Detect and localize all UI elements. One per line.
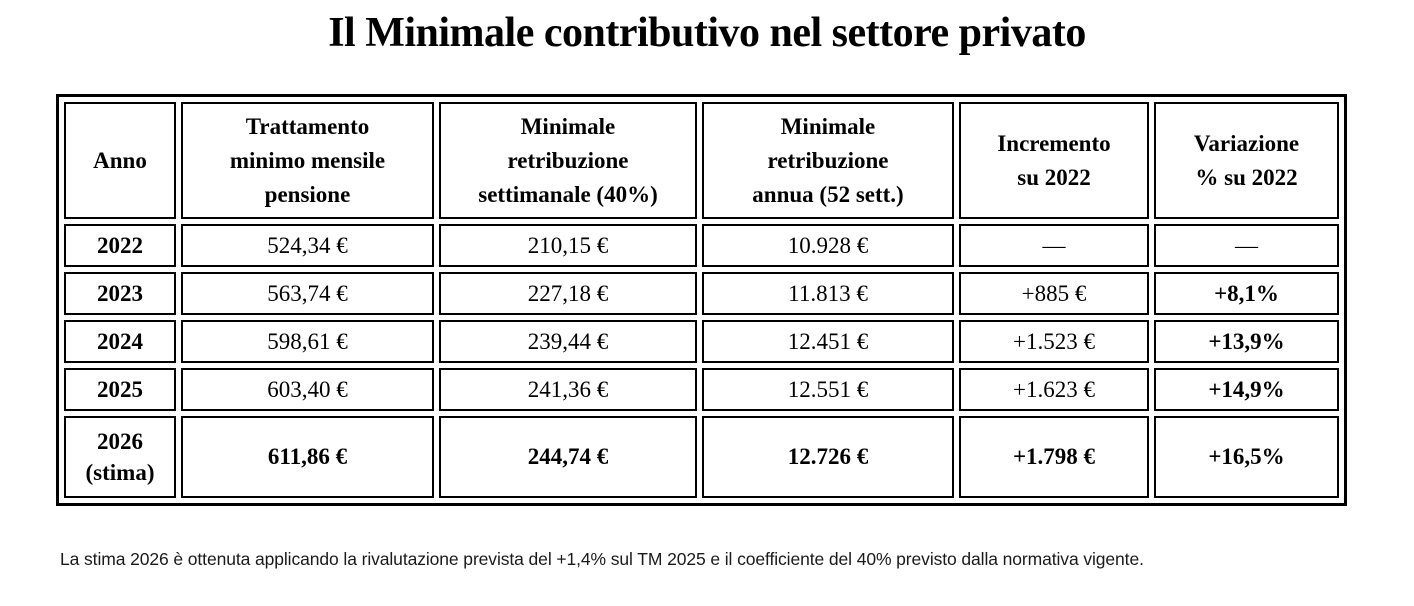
table-row-2023: 2023 563,74 € 227,18 € 11.813 € +885 € +… <box>64 272 1339 316</box>
header-line: % su 2022 <box>1195 164 1298 190</box>
cell-variazione: +8,1% <box>1154 272 1339 316</box>
cell-annua: 12.451 € <box>702 320 954 364</box>
cell-anno: 2024 <box>64 320 176 364</box>
cell-annua: 10.928 € <box>702 224 954 268</box>
cell-annua: 12.551 € <box>702 368 954 412</box>
column-header-trattamento: Trattamento minimo mensile pensione <box>181 102 434 220</box>
column-header-incremento: Incremento su 2022 <box>959 102 1149 220</box>
cell-trattamento: 598,61 € <box>181 320 434 364</box>
header-line: minimo mensile <box>229 147 386 173</box>
cell-variazione: +13,9% <box>1154 320 1339 364</box>
table-row-2025: 2025 603,40 € 241,36 € 12.551 € +1.623 €… <box>64 368 1339 412</box>
cell-annua: 11.813 € <box>702 272 954 316</box>
cell-settimanale: 227,18 € <box>439 272 697 316</box>
column-header-annua: Minimale retribuzione annua (52 sett.) <box>702 102 954 220</box>
cell-variazione: +16,5% <box>1154 416 1339 499</box>
column-header-variazione: Variazione % su 2022 <box>1154 102 1339 220</box>
header-line: Minimale <box>780 113 876 139</box>
header-line: retribuzione <box>767 147 889 173</box>
header-line: Minimale <box>520 113 616 139</box>
header-line: Variazione <box>1193 130 1300 156</box>
header-line: annua (52 sett.) <box>752 181 904 207</box>
column-header-settimanale: Minimale retribuzione settimanale (40%) <box>439 102 697 220</box>
cell-trattamento: 563,74 € <box>181 272 434 316</box>
cell-settimanale: 210,15 € <box>439 224 697 268</box>
cell-settimanale: 241,36 € <box>439 368 697 412</box>
header-line: Anno <box>93 147 147 173</box>
cell-annua: 12.726 € <box>702 416 954 499</box>
cell-variazione: — <box>1154 224 1339 268</box>
header-line: su 2022 <box>1017 164 1091 190</box>
cell-variazione: +14,9% <box>1154 368 1339 412</box>
cell-incremento: +885 € <box>959 272 1149 316</box>
cell-incremento: +1.798 € <box>959 416 1149 499</box>
page-title: Il Minimale contributivo nel settore pri… <box>328 10 1086 56</box>
cell-incremento: +1.523 € <box>959 320 1149 364</box>
cell-anno: 2022 <box>64 224 176 268</box>
cell-incremento: — <box>959 224 1149 268</box>
cell-anno: 2023 <box>64 272 176 316</box>
header-line: Trattamento <box>245 113 370 139</box>
cell-settimanale: 239,44 € <box>439 320 697 364</box>
cell-anno: 2026 (stima) <box>64 416 176 499</box>
cell-trattamento: 603,40 € <box>181 368 434 412</box>
header-line: pensione <box>264 181 351 207</box>
cell-anno: 2025 <box>64 368 176 412</box>
table-row-2022: 2022 524,34 € 210,15 € 10.928 € — — <box>64 224 1339 268</box>
cell-incremento: +1.623 € <box>959 368 1149 412</box>
header-line: retribuzione <box>507 147 629 173</box>
contributivo-table: Anno Trattamento minimo mensile pensione… <box>56 94 1347 507</box>
cell-trattamento: 524,34 € <box>181 224 434 268</box>
column-header-anno: Anno <box>64 102 176 220</box>
table-row-2026-stima: 2026 (stima) 611,86 € 244,74 € 12.726 € … <box>64 416 1339 499</box>
table-row-2024: 2024 598,61 € 239,44 € 12.451 € +1.523 €… <box>64 320 1339 364</box>
cell-settimanale: 244,74 € <box>439 416 697 499</box>
cell-trattamento: 611,86 € <box>181 416 434 499</box>
footnote-text: La stima 2026 è ottenuta applicando la r… <box>60 549 1144 570</box>
table-header-row: Anno Trattamento minimo mensile pensione… <box>64 102 1339 220</box>
header-line: Incremento <box>997 130 1111 156</box>
header-line: settimanale (40%) <box>478 181 658 207</box>
